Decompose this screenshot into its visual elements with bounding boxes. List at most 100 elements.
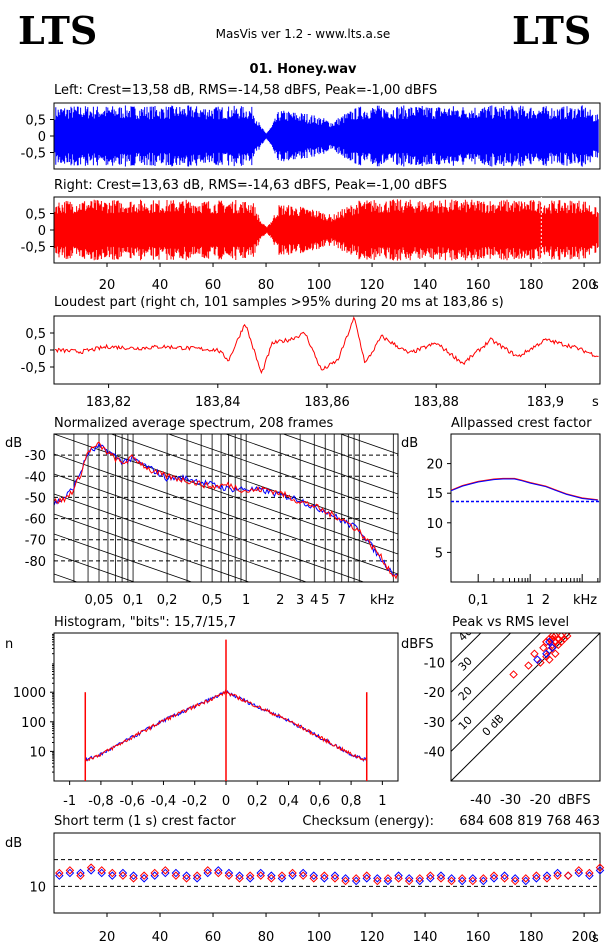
- short-crest-point-blue: [532, 874, 541, 883]
- allpassed-ytick-label: 15: [426, 487, 443, 502]
- short-crest-point-blue: [383, 876, 393, 886]
- peak-rms-ytick-label: -40: [424, 745, 445, 760]
- spectrum-plot: [54, 254, 398, 582]
- short-crest-ylabel: dB: [5, 836, 22, 851]
- short-crest-point-red: [595, 863, 605, 872]
- spectrum-xtick-label: 0,05: [85, 593, 114, 608]
- spectrum-diagonal: [54, 254, 398, 374]
- short-crest-point-red: [214, 868, 223, 878]
- peak-rms-point-red: [536, 658, 545, 667]
- short-crest-xtick-label: 40: [152, 930, 169, 945]
- peak-rms-xlabel: dBFS: [558, 793, 591, 808]
- histogram-ylabel: n: [5, 637, 13, 652]
- spectrum-xtick-label: 0,5: [202, 593, 223, 608]
- short-crest-xtick-label: 100: [307, 930, 332, 945]
- short-crest-point-blue: [521, 876, 531, 886]
- right-xtick-label: 140: [413, 278, 438, 293]
- right-xtick-label: 160: [466, 278, 491, 293]
- short-crest-point-blue: [76, 868, 85, 878]
- short-crest-point-blue: [161, 868, 170, 878]
- allpassed-ytick-label: 10: [426, 517, 443, 532]
- short-crest-point-red: [288, 868, 297, 878]
- spectrum-diagonal: [339, 434, 398, 455]
- peak-rms-diagonal-label: 0 dB: [480, 712, 507, 739]
- loudest-part-line: [54, 316, 599, 375]
- peak-rms-point-red: [524, 661, 533, 670]
- short-crest-point-blue: [267, 871, 276, 880]
- right-xtick-label: 60: [205, 278, 222, 293]
- peak-rms-point-red: [530, 649, 539, 658]
- short-crest-xtick-label: 120: [360, 930, 385, 945]
- short-crest-point-blue: [330, 871, 340, 880]
- spectrum-xtick-label: 0,1: [123, 593, 144, 608]
- left-channel-title: Left: Crest=13,58 dB, RMS=-14,58 dBFS, P…: [54, 83, 437, 98]
- histogram-xtick-label: 0,6: [309, 794, 330, 809]
- histogram-title: Histogram, "bits": 15,7/15,7: [54, 615, 236, 630]
- peak-rms-point-red: [548, 633, 557, 641]
- loudest-part-ytick-label: 0,5: [25, 327, 46, 342]
- spectrum-series-line: [54, 441, 398, 580]
- short-crest-xunit: s: [592, 931, 599, 946]
- lts-logo-right: LTS: [512, 8, 591, 53]
- short-crest-point-red: [521, 874, 531, 883]
- peak-rms-title: Peak vs RMS level: [452, 615, 569, 630]
- short-crest-point-red: [97, 866, 106, 875]
- short-crest-xtick-label: 80: [258, 930, 275, 945]
- spectrum-xtick-label: 2: [276, 593, 284, 608]
- spectrum-ylabel: dB: [5, 436, 22, 451]
- peak-rms-diagonal-label: 40: [456, 625, 475, 644]
- short-crest-xtick-label: 20: [99, 930, 116, 945]
- histogram-xtick-label: -0,4: [151, 794, 176, 809]
- peak-rms-point-red: [551, 637, 560, 647]
- short-crest-point-blue: [139, 874, 149, 883]
- right-xtick-label: 20: [99, 278, 116, 293]
- short-crest-point-blue: [500, 871, 509, 880]
- short-crest-point-red: [542, 874, 552, 883]
- short-crest-point-blue: [563, 871, 573, 880]
- peak-rms-point-red: [509, 670, 518, 679]
- short-crest-point-blue: [214, 866, 223, 875]
- short-crest-point-red: [235, 874, 244, 883]
- short-crest-point-blue: [479, 876, 488, 886]
- short-crest-point-red: [203, 866, 212, 875]
- file-name: 01. Honey.wav: [250, 62, 357, 77]
- short-crest-point-red: [76, 871, 85, 880]
- short-crest-point-red: [118, 871, 128, 880]
- loudest-part-frame: [53, 315, 601, 385]
- short-crest-point-red: [468, 876, 478, 886]
- short-crest-point-red: [351, 874, 361, 883]
- right-channel-title: Right: Crest=13,63 dB, RMS=-14,63 dBFS, …: [54, 178, 447, 193]
- short-crest-frame: [53, 832, 601, 914]
- short-crest-point-blue: [426, 874, 435, 883]
- short-crest-point-red: [150, 868, 159, 878]
- left-channel-ytick-label: 0: [38, 130, 46, 145]
- spectrum-ytick-label: -30: [25, 449, 46, 464]
- loudest-xtick-label: 183,84: [195, 395, 241, 410]
- spectrum-title: Normalized average spectrum, 208 frames: [54, 416, 333, 431]
- loudest-xtick-label: 183,88: [413, 395, 459, 410]
- short-crest-point-red: [436, 874, 446, 883]
- short-crest-point-red: [309, 874, 318, 883]
- right-xtick-label: 180: [519, 278, 544, 293]
- peak-rms-point-red: [539, 643, 548, 653]
- peak-rms-diagonal: [451, 633, 512, 693]
- lts-logo-left: LTS: [18, 8, 97, 53]
- spectrum-xtick-label: 4: [310, 593, 318, 608]
- short-crest-point-red: [341, 876, 350, 886]
- short-crest-point-red: [192, 871, 202, 880]
- short-crest-point-red: [298, 871, 308, 880]
- checksum-label: Checksum (energy):: [302, 814, 434, 829]
- short-crest-point-blue: [510, 874, 520, 883]
- right-channel-ytick-label: -0,5: [21, 241, 46, 256]
- histogram-xtick-label: 0,2: [247, 794, 268, 809]
- short-crest-point-blue: [489, 874, 499, 883]
- spectrum-diagonal: [54, 513, 251, 582]
- short-crest-point-red: [479, 874, 488, 883]
- histogram-xtick-label: -0,6: [119, 794, 144, 809]
- spectrum-diagonal: [110, 434, 398, 535]
- short-crest-point-red: [171, 871, 181, 880]
- short-crest-point-blue: [224, 868, 234, 878]
- loudest-part-ytick-label: -0,5: [21, 361, 46, 376]
- peak-rms-diagonal: [451, 633, 542, 723]
